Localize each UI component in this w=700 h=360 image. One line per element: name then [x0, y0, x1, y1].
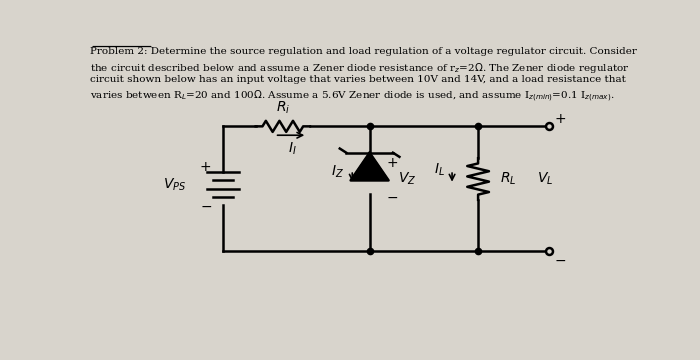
Text: circuit shown below has an input voltage that varies between 10V and 14V, and a : circuit shown below has an input voltage…: [90, 75, 626, 84]
Text: Problem 2: Determine the source regulation and load regulation of a voltage regu: Problem 2: Determine the source regulati…: [90, 48, 637, 57]
Text: $-$: $-$: [386, 190, 398, 204]
Text: $V_L$: $V_L$: [537, 171, 553, 187]
Text: $R_L$: $R_L$: [500, 171, 517, 187]
Text: +: +: [386, 156, 398, 170]
Text: $-$: $-$: [199, 198, 212, 212]
Text: $-$: $-$: [554, 253, 566, 267]
Text: $I_Z$: $I_Z$: [330, 164, 344, 180]
Text: $V_Z$: $V_Z$: [398, 171, 416, 187]
Text: $R_i$: $R_i$: [276, 99, 290, 116]
Text: $V_{PS}$: $V_{PS}$: [163, 176, 186, 193]
Text: $I_I$: $I_I$: [288, 141, 297, 157]
Polygon shape: [351, 153, 388, 180]
Text: the circuit described below and assume a Zener diode resistance of r$_z$=2$\Omeg: the circuit described below and assume a…: [90, 61, 630, 75]
Text: +: +: [200, 159, 211, 174]
Text: +: +: [554, 112, 566, 126]
Text: $I_L$: $I_L$: [433, 162, 444, 178]
Text: varies between R$_L$=20 and 100$\Omega$. Assume a 5.6V Zener diode is used, and : varies between R$_L$=20 and 100$\Omega$.…: [90, 89, 615, 104]
